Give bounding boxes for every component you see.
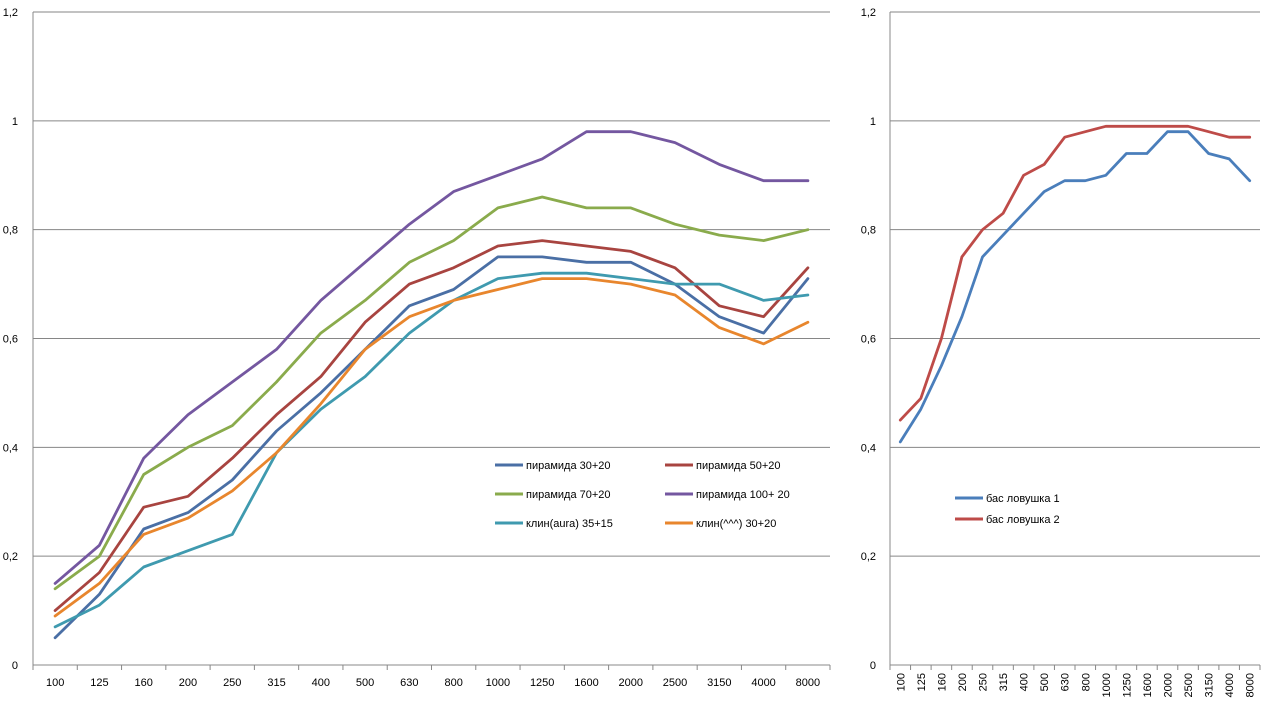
y-tick-label: 0,2 bbox=[861, 551, 876, 563]
x-tick-label: 2000 bbox=[619, 677, 643, 689]
x-tick-label: 1600 bbox=[1142, 673, 1154, 697]
legend: бас ловушка 1 бас ловушка 2 bbox=[955, 493, 1060, 526]
x-tick-label: 1250 bbox=[1121, 673, 1133, 697]
series-line bbox=[53, 239, 810, 612]
y-tick-label: 0,4 bbox=[3, 442, 18, 454]
x-tick-label: 4000 bbox=[751, 677, 775, 689]
y-tick-label: 1 bbox=[870, 116, 876, 128]
legend-label: клин(^^^) 30+20 bbox=[696, 518, 776, 530]
x-tick-label: 1000 bbox=[1101, 673, 1113, 697]
x-tick-label: 3150 bbox=[707, 677, 731, 689]
y-tick-label: 0,8 bbox=[861, 225, 876, 237]
x-tick-label: 315 bbox=[267, 677, 285, 689]
x-tick-label: 400 bbox=[312, 677, 330, 689]
x-tick-label: 3150 bbox=[1204, 673, 1216, 697]
x-tick-label: 100 bbox=[895, 673, 907, 691]
x-tick-label: 800 bbox=[444, 677, 462, 689]
series-line bbox=[898, 124, 1252, 422]
series-line bbox=[53, 277, 810, 618]
series-line bbox=[53, 255, 810, 640]
y-tick-label: 1,2 bbox=[861, 7, 876, 19]
legend-label: пирамида 100+ 20 bbox=[696, 489, 790, 501]
y-tick-label: 0,8 bbox=[3, 225, 18, 237]
x-tick-label: 800 bbox=[1080, 673, 1092, 691]
x-tick-label: 100 bbox=[46, 677, 64, 689]
x-tick-label: 160 bbox=[936, 673, 948, 691]
series-line bbox=[53, 271, 810, 629]
y-tick-label: 0,6 bbox=[861, 334, 876, 346]
right-chart: 0 0,2 0,4 0,6 0,8 1 1,2 100 125 160 200 250 315 400 50… bbox=[861, 7, 1261, 697]
x-tick-label: 500 bbox=[1039, 673, 1051, 691]
x-tick-label: 125 bbox=[916, 673, 928, 691]
series-line bbox=[53, 195, 810, 591]
series-line bbox=[898, 130, 1252, 444]
y-tick-label: 0 bbox=[12, 660, 18, 672]
x-tick-label: 1600 bbox=[574, 677, 598, 689]
x-tick-label: 2500 bbox=[663, 677, 687, 689]
x-tick-label: 250 bbox=[223, 677, 241, 689]
x-tick-label: 630 bbox=[400, 677, 418, 689]
x-tick-label: 4000 bbox=[1224, 673, 1236, 697]
x-tick-label: 250 bbox=[978, 673, 990, 691]
x-tick-label: 2500 bbox=[1183, 673, 1195, 697]
x-tick-label: 1250 bbox=[530, 677, 554, 689]
legend-label: бас ловушка 1 bbox=[986, 493, 1060, 505]
y-tick-label: 0 bbox=[870, 660, 876, 672]
x-tick-label: 8000 bbox=[796, 677, 820, 689]
x-tick-label: 500 bbox=[356, 677, 374, 689]
x-tick-label: 160 bbox=[135, 677, 153, 689]
x-tick-label: 315 bbox=[998, 673, 1010, 691]
x-tick-label: 200 bbox=[957, 673, 969, 691]
legend-label: пирамида 50+20 bbox=[696, 460, 781, 472]
legend-label: пирамида 70+20 bbox=[526, 489, 611, 501]
x-tick-label: 1000 bbox=[486, 677, 510, 689]
legend: пирамида 30+20 пирамида 50+20 пирамида 70+… bbox=[495, 460, 790, 530]
x-tick-label: 8000 bbox=[1245, 673, 1257, 697]
x-tick-label: 400 bbox=[1019, 673, 1031, 691]
x-tick-label: 200 bbox=[179, 677, 197, 689]
x-tick-label: 2000 bbox=[1163, 673, 1175, 697]
series-line bbox=[53, 130, 810, 585]
x-tick-label: 125 bbox=[90, 677, 108, 689]
y-tick-label: 1,2 bbox=[3, 7, 18, 19]
x-tick-label: 630 bbox=[1060, 673, 1072, 691]
legend-label: клин(aura) 35+15 bbox=[526, 518, 613, 530]
legend-label: пирамида 30+20 bbox=[526, 460, 611, 472]
legend-label: бас ловушка 2 bbox=[986, 514, 1060, 526]
y-tick-label: 1 bbox=[12, 116, 18, 128]
y-tick-label: 0,6 bbox=[3, 334, 18, 346]
left-chart: 0 0,2 0,4 0,6 0,8 1 1,2 100 125 160 200 250 315 400 50… bbox=[3, 7, 831, 689]
y-tick-label: 0,2 bbox=[3, 551, 18, 563]
y-tick-label: 0,4 bbox=[861, 442, 876, 454]
